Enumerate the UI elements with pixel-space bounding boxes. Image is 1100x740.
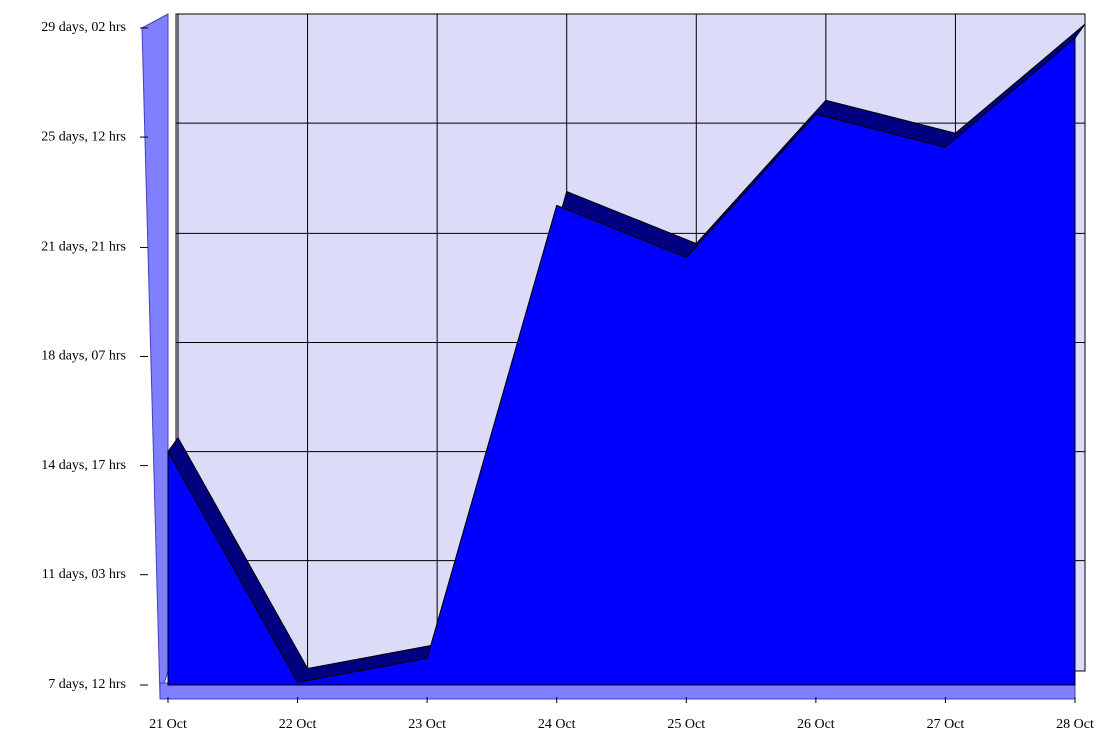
y-tick-label: 25 days, 12 hrs: [41, 129, 126, 144]
y-tick-label: 29 days, 02 hrs: [41, 20, 126, 35]
x-tick-label: 22 Oct: [279, 717, 317, 732]
left-wall: [141, 13, 169, 698]
x-tick-label: 27 Oct: [927, 717, 965, 732]
y-tick-label: 21 days, 21 hrs: [41, 240, 126, 255]
y-tick-label: 11 days, 03 hrs: [42, 567, 126, 582]
x-tick-label: 21 Oct: [149, 717, 187, 732]
x-tick-label: 26 Oct: [797, 717, 835, 732]
area: [167, 37, 1076, 686]
x-tick-label: 28 Oct: [1056, 717, 1094, 732]
y-tick-label: 14 days, 17 hrs: [41, 458, 126, 473]
y-tick-label: 7 days, 12 hrs: [48, 677, 126, 692]
x-tick-label: 24 Oct: [538, 717, 576, 732]
x-tick-label: 23 Oct: [408, 717, 446, 732]
y-tick-label: 18 days, 07 hrs: [41, 349, 126, 364]
x-tick-label: 25 Oct: [667, 717, 705, 732]
